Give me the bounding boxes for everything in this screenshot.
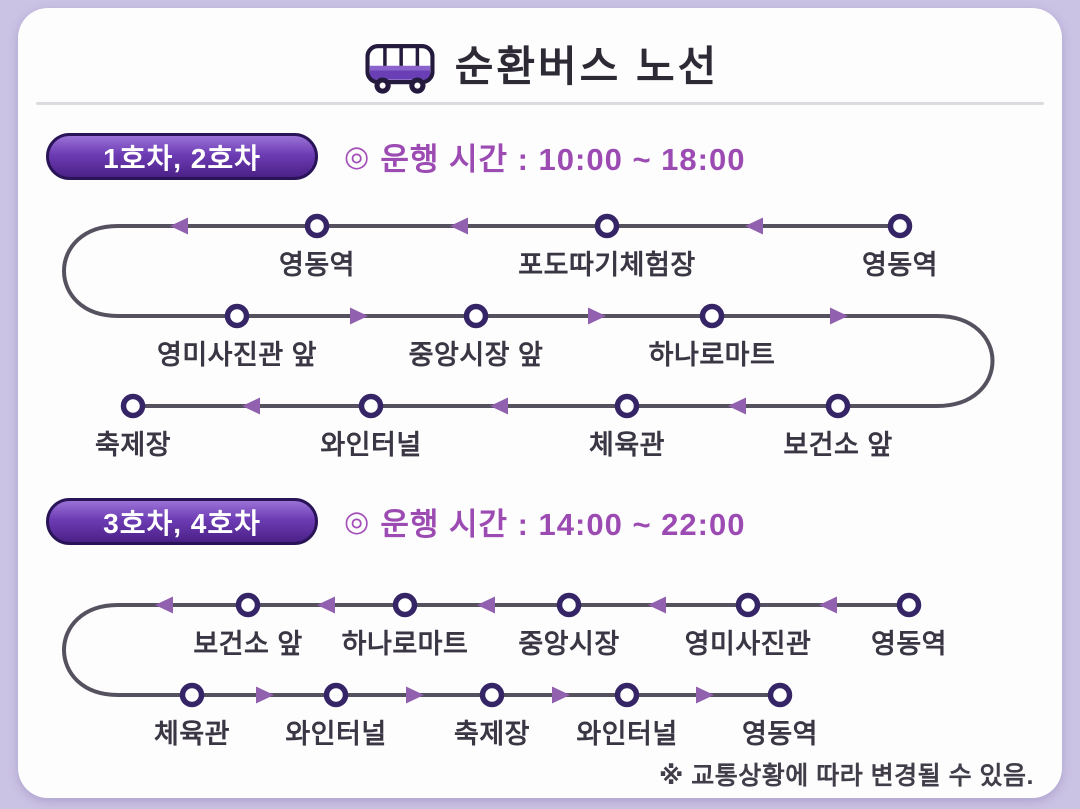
route-1-2-badge: 1호차, 2호차 xyxy=(46,133,318,180)
stop-label: 중앙시장 xyxy=(518,629,620,659)
footnote: ※ 교통상황에 따라 변경될 수 있음. xyxy=(659,762,1034,790)
stop-label: 와인터널 xyxy=(576,719,678,749)
bus-icon xyxy=(361,38,439,96)
operating-hours-text: 운행 시간 : 14:00 ~ 22:00 xyxy=(380,507,746,542)
stop-label: 와인터널 xyxy=(285,719,387,749)
stop-label: 축제장 xyxy=(94,430,172,460)
stop-label: 영동역 xyxy=(741,719,819,749)
stop-label: 하나로마트 xyxy=(341,629,469,659)
stop-label: 영미사진관 xyxy=(684,629,812,659)
clock-icon: ◎ xyxy=(344,506,371,538)
stop-label: 영동역 xyxy=(870,629,948,659)
clock-icon: ◎ xyxy=(344,141,371,173)
stop-label: 하나로마트 xyxy=(648,340,776,370)
stop-label: 축제장 xyxy=(453,719,531,749)
stop-label: 중앙시장 앞 xyxy=(408,340,544,370)
route-1-2-operating-hours: ◎ 운행 시간 : 10:00 ~ 18:00 xyxy=(344,133,745,180)
stop-label: 체육관 xyxy=(588,430,666,460)
route-3-4-badge: 3호차, 4호차 xyxy=(46,498,318,545)
operating-hours-text: 운행 시간 : 10:00 ~ 18:00 xyxy=(380,142,746,177)
stop-label: 보건소 앞 xyxy=(193,629,303,659)
poster-header: 순환버스 노선 xyxy=(0,38,1080,96)
stop-label: 보건소 앞 xyxy=(783,430,893,460)
stop-label: 포도따기체험장 xyxy=(518,250,696,280)
page-title: 순환버스 노선 xyxy=(454,43,720,90)
stop-label: 영미사진관 앞 xyxy=(156,340,318,370)
header-divider xyxy=(36,102,1044,105)
route-card xyxy=(18,8,1062,798)
stop-label: 와인터널 xyxy=(320,430,422,460)
stop-label: 영동역 xyxy=(861,250,939,280)
route-3-4-operating-hours: ◎ 운행 시간 : 14:00 ~ 22:00 xyxy=(344,498,745,545)
stop-label: 영동역 xyxy=(278,250,356,280)
stop-label: 체육관 xyxy=(153,719,231,749)
